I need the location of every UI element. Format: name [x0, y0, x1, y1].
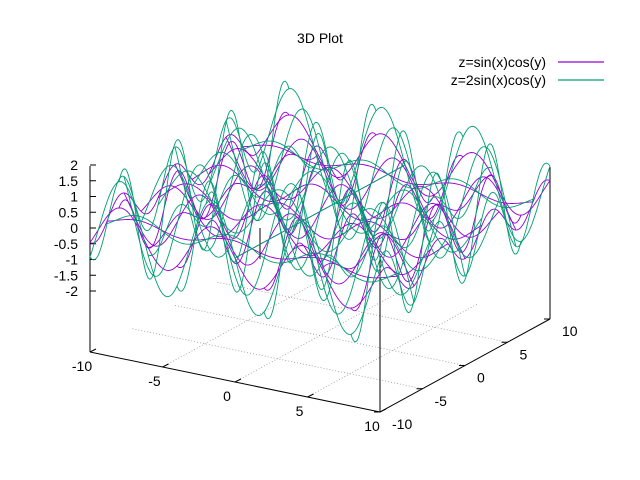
series-2-isoline-x — [321, 167, 493, 278]
surface-lines — [89, 80, 551, 343]
grid-line-x — [162, 273, 333, 368]
series-2-isoline-x — [234, 164, 406, 259]
y-tick-label: 0 — [477, 370, 485, 386]
series-1-isoline-x — [350, 174, 522, 312]
chart-title: 3D Plot — [297, 30, 343, 46]
legend: z=sin(x)cos(y) z=2sin(x)cos(y) — [451, 54, 604, 88]
z-tick-label: -1 — [66, 252, 79, 268]
grid-line-x — [234, 288, 406, 383]
legend-label-series-1: z=sin(x)cos(y) — [458, 54, 546, 70]
grid-line-x — [307, 303, 478, 398]
y-tick-label: 5 — [520, 346, 528, 362]
x-tick — [234, 378, 242, 383]
y-tick-label: -5 — [435, 393, 448, 409]
grid-line-y — [132, 328, 423, 390]
z-tick-label: -2 — [66, 283, 79, 299]
series-2-isoline-x — [379, 162, 551, 306]
z-tick-label: 2 — [70, 157, 78, 173]
x-tick-label: 0 — [223, 388, 231, 404]
series-2-isoline-x — [263, 130, 435, 320]
grid-line-y — [174, 305, 466, 366]
x-tick — [89, 348, 97, 353]
legend-label-series-2: z=2sin(x)cos(y) — [451, 72, 546, 88]
series-2-isoline-x — [176, 121, 348, 292]
series-2-isoline-x — [350, 143, 522, 343]
z-tick-label: 1 — [70, 189, 78, 205]
z-tick-label: 1.5 — [59, 173, 79, 189]
x-tick-label: -5 — [148, 373, 161, 389]
series-1-isoline-x — [147, 153, 319, 248]
series-2-isoline-x — [292, 131, 464, 302]
grid-line-y — [217, 281, 508, 343]
x-tick-label: 10 — [364, 418, 380, 434]
series-1-isoline-x — [89, 134, 261, 244]
base-grid — [132, 273, 508, 398]
x-tick-label: -10 — [72, 358, 92, 374]
x-tick — [379, 408, 387, 413]
series-2-isoline-x — [205, 103, 377, 293]
x-tick-label: 5 — [296, 403, 304, 419]
x-tick — [307, 393, 314, 398]
series-1-isoline-x — [321, 175, 493, 270]
z-tick-label: 0 — [70, 220, 78, 236]
y-tick-label: 10 — [562, 323, 578, 339]
series-1-isoline-x — [379, 179, 551, 289]
z-tick-label: -1.5 — [54, 267, 78, 283]
series-1-isoline-x — [118, 111, 290, 249]
x-tick — [162, 363, 169, 368]
series-2-isoline-x — [118, 80, 290, 280]
series-2-isoline-x — [147, 145, 319, 256]
y-tick-label: -10 — [392, 416, 412, 432]
z-tick-label: -0.5 — [54, 236, 78, 252]
z-tick-label: 0.5 — [59, 204, 79, 220]
series-2-isoline-x — [89, 117, 261, 261]
